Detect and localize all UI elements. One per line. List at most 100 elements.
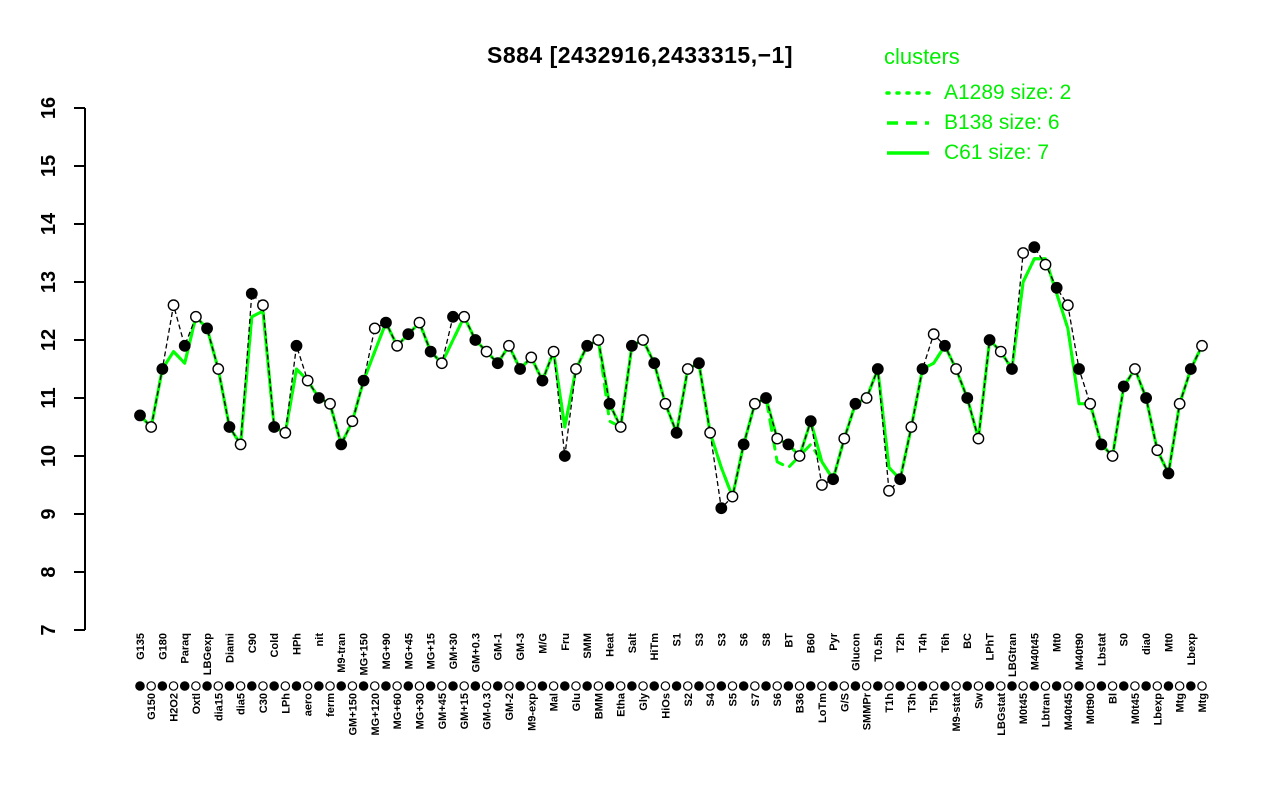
x-axis-label: MG+150 (359, 633, 371, 676)
chart-title: S884 [2432916,2433315,−1] (486, 42, 793, 68)
x-rug-point (381, 681, 391, 691)
data-point-open (189, 310, 202, 323)
data-point-open (838, 432, 851, 445)
data-point-filled (335, 438, 348, 451)
data-point-filled (894, 473, 907, 486)
x-axis-label: T5h (929, 693, 941, 713)
x-rug-point (873, 681, 883, 691)
data-point-filled (536, 374, 549, 387)
x-axis-label: T1h (884, 693, 896, 713)
x-rug-point (157, 681, 168, 691)
data-point-open (391, 339, 404, 352)
data-point-open (1084, 397, 1097, 410)
x-axis-label: aero (303, 693, 315, 717)
x-axis-label: M0t90 (1085, 693, 1097, 724)
y-axis-label: 11 (38, 387, 60, 408)
x-axis-label: GM+150 (347, 693, 359, 736)
data-point-filled (625, 339, 638, 352)
data-point-filled (715, 502, 728, 515)
x-rug-point (314, 681, 324, 691)
x-rug-point (325, 681, 335, 691)
x-rug-point (224, 681, 235, 691)
y-axis-label: 12 (38, 329, 60, 351)
x-rug-point (1163, 681, 1174, 691)
data-point-open (704, 426, 717, 439)
data-point-open (1151, 444, 1164, 457)
x-axis-label: Glu (571, 693, 583, 711)
x-rug-point (1130, 681, 1140, 691)
x-rug-point (1186, 681, 1196, 691)
data-point-filled (178, 339, 191, 352)
data-point-filled (201, 322, 213, 335)
data-point-open (279, 426, 292, 439)
data-point-open (1173, 397, 1186, 410)
data-point-open (726, 490, 739, 503)
x-rug-point (347, 681, 358, 691)
data-point-open (1196, 339, 1208, 352)
x-axis-label: S0 (1119, 633, 1131, 646)
y-axis-label: 8 (38, 566, 60, 577)
x-axis-label: S7 (750, 693, 762, 706)
x-rug-point (191, 681, 201, 691)
x-rug-point (1040, 681, 1051, 691)
data-point-open (145, 421, 158, 433)
y-axis-label: 16 (38, 97, 60, 119)
x-axis-label: LoTm (817, 693, 829, 723)
data-point-filled (760, 392, 772, 404)
data-point-filled (1073, 363, 1085, 375)
x-axis-label: G135 (135, 633, 147, 660)
x-rug-point (213, 681, 224, 691)
x-rug-point (1174, 681, 1185, 691)
y-axis-label: 14 (38, 212, 60, 235)
data-point-filled (804, 415, 817, 428)
x-rug-point (951, 681, 961, 691)
y-axis-label: 7 (38, 624, 60, 635)
data-point-open (301, 374, 314, 387)
data-point-open (167, 299, 180, 312)
x-axis-label: HiTm (649, 633, 661, 661)
x-rug-point (336, 681, 347, 691)
data-point-open (413, 316, 426, 329)
x-axis-label: MG+120 (370, 693, 382, 736)
x-rug-point (705, 681, 715, 691)
data-point-filled (156, 363, 169, 375)
x-axis-label: Cold (269, 633, 281, 657)
x-rug-point (369, 681, 380, 691)
x-axis-label: Paraq (180, 633, 192, 664)
data-point-open (1106, 450, 1119, 462)
x-rug-point (615, 681, 626, 691)
data-point-open (905, 421, 918, 433)
x-axis-label: G/S (839, 693, 851, 712)
data-point-filled (1184, 363, 1197, 375)
x-rug-point (179, 681, 190, 691)
x-rug-point (302, 681, 313, 691)
x-axis-label: HPh (292, 633, 304, 655)
x-axis-label: GM-3 (515, 633, 527, 661)
x-axis-label: S6 (739, 633, 751, 646)
y-axis-label: 10 (38, 445, 60, 467)
data-point-open (1039, 258, 1052, 271)
x-axis-label: Bl (1108, 693, 1120, 704)
x-axis-label: S4 (705, 692, 717, 706)
x-rug-point (414, 681, 425, 691)
x-axis-label: S2 (683, 693, 695, 706)
data-point-filled (223, 421, 236, 433)
x-rug-point (783, 681, 794, 691)
x-axis-label: B36 (795, 693, 807, 713)
x-rug-point (269, 681, 279, 691)
x-axis-label: T2h (895, 633, 907, 653)
x-rug-point (627, 681, 637, 691)
x-rug-point (861, 681, 872, 691)
x-axis-label: dia0 (1141, 633, 1153, 655)
data-point-filled (1095, 438, 1108, 451)
x-rug-point (738, 681, 749, 691)
x-rug-point (1197, 681, 1207, 691)
x-rug-point (984, 681, 995, 691)
x-axis-label: M9-tran (336, 633, 348, 673)
x-axis-label: Lbstat (1096, 633, 1108, 666)
x-rug-point (1007, 681, 1017, 691)
x-axis-label: T3h (906, 693, 918, 713)
x-rug-point (437, 681, 447, 691)
data-point-open (994, 345, 1007, 358)
